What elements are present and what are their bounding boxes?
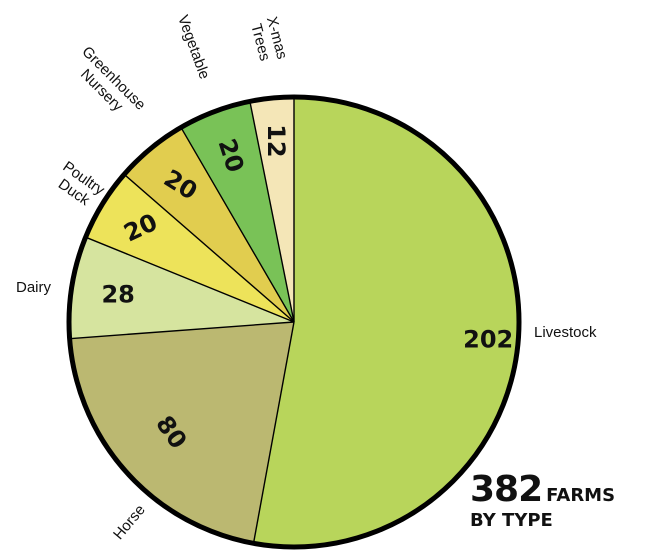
category-label-horse: Horse xyxy=(110,502,149,544)
slice-divider xyxy=(180,127,295,323)
slice-greenhouse-nursery xyxy=(124,127,295,322)
value-label-livestock: 202 xyxy=(463,326,513,354)
slice-divider xyxy=(69,321,295,340)
slice-dairy xyxy=(69,237,294,339)
title-line-2: BY TYPE xyxy=(470,510,553,531)
slice-divider xyxy=(252,321,295,544)
slice-divider xyxy=(249,101,295,323)
category-label-dairy: Dairy xyxy=(16,279,52,296)
pie-outline xyxy=(66,94,522,550)
slice-livestock xyxy=(253,97,519,547)
category-label-greenhouse-nursery: GreenhouseNursery xyxy=(66,43,148,125)
category-label-livestock: Livestock xyxy=(534,324,597,341)
category-label-x-mas-trees: X-masTrees xyxy=(246,15,290,66)
slice-horse xyxy=(69,322,294,544)
pie-slices xyxy=(69,97,519,547)
slice-divider xyxy=(85,236,295,323)
title-suffix: FARMS xyxy=(546,485,616,506)
total-count: 382 xyxy=(470,469,543,510)
slice-vegetable xyxy=(180,101,294,322)
value-label-x-mas-trees: 12 xyxy=(262,124,290,157)
value-label-dairy: 28 xyxy=(101,280,134,308)
slice-dividers xyxy=(69,97,295,544)
slice-poultry-duck xyxy=(85,174,294,322)
category-label-vegetable: Vegetable xyxy=(174,13,213,82)
chart-title: 382 FARMS BY TYPE xyxy=(470,472,615,530)
category-labels: LivestockHorseDairyPoultryDuckGreenhouse… xyxy=(16,13,597,543)
slice-divider xyxy=(123,173,295,323)
